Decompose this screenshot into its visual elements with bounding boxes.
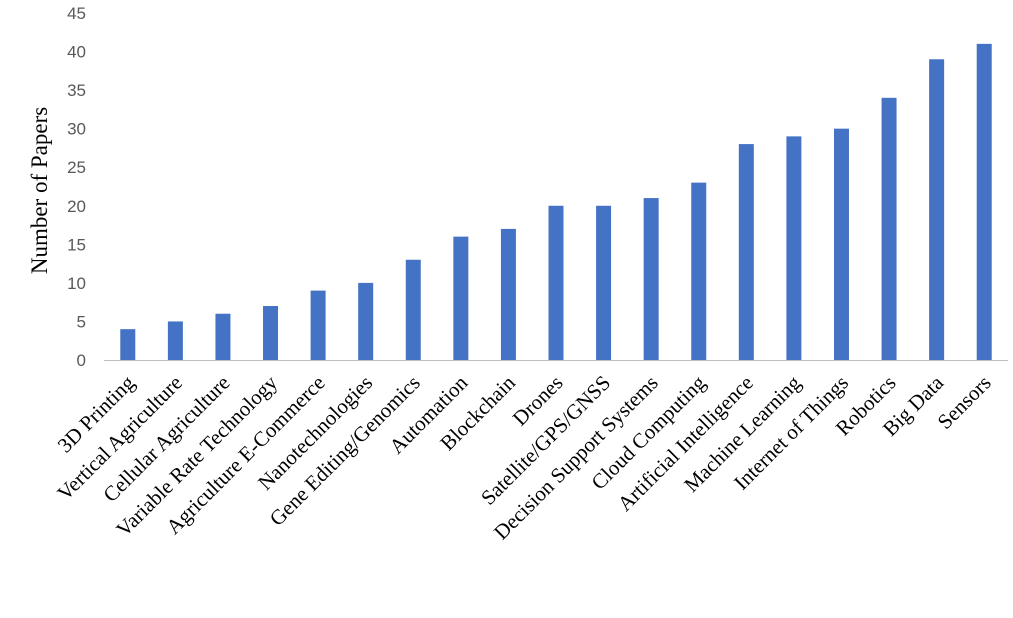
y-axis-label: Number of Papers: [27, 107, 52, 274]
bar: [310, 290, 326, 360]
y-tick-label: 10: [67, 274, 86, 293]
y-tick-label: 30: [67, 120, 86, 139]
bar: [929, 59, 945, 361]
y-tick-label: 20: [67, 197, 86, 216]
bar: [548, 205, 564, 360]
bar: [405, 259, 421, 360]
bar: [120, 329, 136, 360]
y-tick-label: 40: [67, 43, 86, 62]
y-tick-label: 5: [77, 312, 86, 331]
bar: [167, 321, 183, 360]
bar: [881, 97, 897, 361]
bar: [691, 182, 707, 360]
bar: [976, 43, 992, 360]
bar: [500, 228, 516, 360]
bar: [215, 313, 231, 360]
y-tick-label: 45: [67, 4, 86, 23]
x-tick-label: Sensors: [933, 371, 996, 434]
y-tick-label: 0: [77, 351, 86, 370]
bar: [738, 144, 754, 360]
bar: [453, 236, 469, 360]
bar: [833, 128, 849, 360]
bar: [643, 198, 659, 360]
bar: [786, 136, 802, 360]
bar: [358, 282, 374, 360]
bar: [596, 205, 612, 360]
y-tick-label: 35: [67, 81, 86, 100]
y-tick-label: 15: [67, 235, 86, 254]
y-tick-label: 25: [67, 158, 86, 177]
bar: [263, 306, 279, 360]
